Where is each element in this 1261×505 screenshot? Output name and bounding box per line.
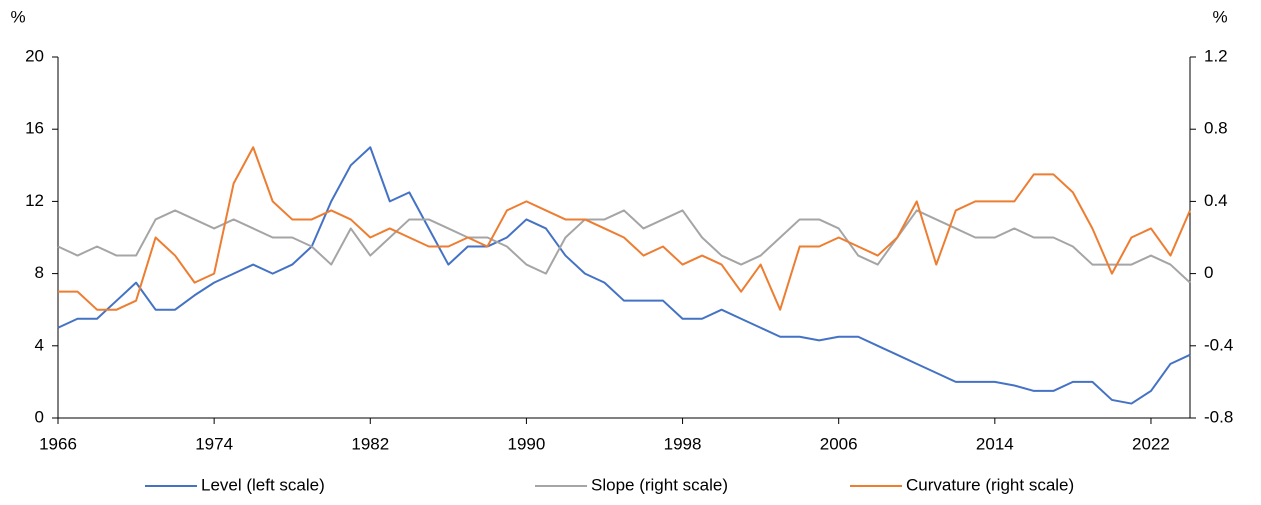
x-tick-label: 2006 <box>820 434 858 453</box>
legend-label: Level (left scale) <box>201 475 325 494</box>
left-axis-unit: % <box>10 7 25 26</box>
x-tick-label: 2014 <box>976 434 1014 453</box>
y2-tick-label: -0.8 <box>1204 407 1233 426</box>
x-tick-label: 1982 <box>351 434 389 453</box>
legend-label: Curvature (right scale) <box>906 475 1074 494</box>
x-tick-label: 1966 <box>39 434 77 453</box>
x-tick-label: 1998 <box>664 434 702 453</box>
y-tick-label: 0 <box>35 407 44 426</box>
legend-label: Slope (right scale) <box>591 475 728 494</box>
y-tick-label: 12 <box>25 191 44 210</box>
y-tick-label: 8 <box>35 263 44 282</box>
y-tick-label: 20 <box>25 46 44 65</box>
x-tick-label: 2022 <box>1132 434 1170 453</box>
y2-tick-label: 0.4 <box>1204 191 1228 210</box>
y2-tick-label: 0.8 <box>1204 119 1228 138</box>
y-tick-label: 16 <box>25 119 44 138</box>
x-tick-label: 1990 <box>507 434 545 453</box>
y2-tick-label: 0 <box>1204 263 1213 282</box>
series-line <box>57 146 1191 405</box>
y2-tick-label: -0.4 <box>1204 335 1233 354</box>
right-axis-unit: % <box>1212 7 1227 26</box>
series-line <box>57 209 1191 284</box>
y2-tick-label: 1.2 <box>1204 46 1228 65</box>
series-line <box>58 146 1191 311</box>
x-tick-label: 1974 <box>195 434 233 453</box>
y-tick-label: 4 <box>35 335 44 354</box>
